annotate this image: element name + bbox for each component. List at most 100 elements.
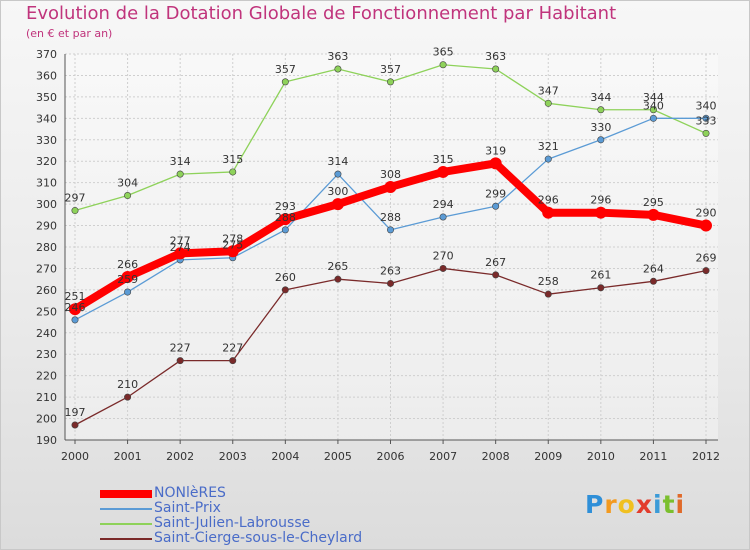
- legend-label: Saint-Cierge-sous-le-Cheylard: [154, 530, 363, 546]
- data-point: [71, 316, 79, 324]
- data-point: [649, 277, 657, 285]
- y-tick-label: 320: [36, 155, 57, 168]
- data-point: [544, 99, 552, 107]
- data-label: 304: [117, 177, 138, 190]
- logo-letter: r: [604, 490, 618, 519]
- data-label: 363: [485, 50, 506, 63]
- data-point: [702, 129, 710, 137]
- y-tick-label: 260: [36, 284, 57, 297]
- y-tick-label: 360: [36, 69, 57, 82]
- x-tick-label: 2010: [587, 450, 615, 463]
- data-point: [597, 284, 605, 292]
- legend-label: Saint-Julien-Labrousse: [154, 515, 311, 531]
- data-label: 321: [538, 140, 559, 153]
- data-label: 270: [433, 249, 454, 262]
- legend-label: Saint-Prix: [154, 500, 221, 516]
- y-tick-label: 190: [36, 434, 57, 447]
- logo-letter: P: [585, 490, 605, 519]
- y-tick-label: 270: [36, 262, 57, 275]
- y-tick-label: 350: [36, 91, 57, 104]
- data-point: [594, 206, 607, 219]
- data-label: 269: [696, 252, 717, 265]
- data-label: 344: [590, 91, 611, 104]
- data-label: 357: [380, 63, 401, 76]
- logo-letter: t: [662, 490, 676, 519]
- x-tick-label: 2009: [534, 450, 562, 463]
- data-point: [647, 208, 660, 221]
- legend-swatch: [100, 490, 152, 498]
- y-tick-label: 220: [36, 370, 57, 383]
- legend-swatch: [100, 523, 152, 525]
- data-point: [331, 198, 344, 211]
- data-point: [334, 170, 342, 178]
- chart-title: Evolution de la Dotation Globale de Fonc…: [26, 3, 617, 24]
- data-label: 290: [696, 207, 717, 220]
- data-label: 260: [275, 271, 296, 284]
- data-point: [384, 180, 397, 193]
- data-point: [176, 357, 184, 365]
- data-label: 365: [433, 46, 454, 59]
- data-point: [386, 226, 394, 234]
- data-point: [492, 202, 500, 210]
- x-tick-label: 2004: [271, 450, 299, 463]
- data-label: 333: [696, 114, 717, 127]
- data-label: 263: [380, 264, 401, 277]
- x-tick-label: 2001: [114, 450, 142, 463]
- logo-letter: o: [617, 490, 636, 519]
- data-point: [334, 275, 342, 283]
- data-label: 197: [65, 406, 86, 419]
- data-point: [281, 226, 289, 234]
- proxiti-logo: Proxiti: [585, 490, 685, 519]
- data-point: [492, 65, 500, 73]
- x-tick-label: 2006: [377, 450, 405, 463]
- data-label: 295: [643, 196, 664, 209]
- data-point: [439, 264, 447, 272]
- legend-label: NONlèRES: [154, 485, 226, 501]
- data-label: 288: [275, 211, 296, 224]
- data-label: 267: [485, 256, 506, 269]
- grid: [65, 53, 718, 441]
- data-label: 288: [380, 211, 401, 224]
- data-label: 261: [590, 269, 611, 282]
- data-label: 275: [222, 239, 243, 252]
- data-labels: 251 266 277 278 293 300 308 315 319 296 296 295 290 2…: [65, 46, 717, 419]
- x-tick-label: 2003: [219, 450, 247, 463]
- y-tick-label: 300: [36, 198, 57, 211]
- data-point: [439, 61, 447, 69]
- data-point: [702, 267, 710, 275]
- axes: 190 200 210 220 230 240 250 260 270 280 290 300 310 3…: [36, 48, 720, 463]
- series-lines: [69, 61, 712, 429]
- data-label: 294: [433, 198, 454, 211]
- data-point: [176, 170, 184, 178]
- data-point: [174, 247, 187, 260]
- data-label: 251: [65, 290, 86, 303]
- data-point: [597, 136, 605, 144]
- data-point: [542, 206, 555, 219]
- data-label: 266: [117, 258, 138, 271]
- data-point: [544, 290, 552, 298]
- data-label: 296: [590, 194, 611, 207]
- data-label: 264: [643, 262, 664, 275]
- data-label: 277: [170, 234, 191, 247]
- data-point: [229, 168, 237, 176]
- data-point: [597, 106, 605, 114]
- x-tick-label: 2012: [692, 450, 720, 463]
- data-label: 300: [327, 185, 348, 198]
- y-tick-label: 240: [36, 327, 57, 340]
- data-point: [492, 271, 500, 279]
- data-label: 315: [433, 153, 454, 166]
- data-label: 299: [485, 187, 506, 200]
- data-label: 246: [65, 301, 86, 314]
- legend-swatch: [100, 508, 152, 510]
- data-point: [281, 78, 289, 86]
- data-label: 330: [590, 121, 611, 134]
- data-label: 265: [327, 260, 348, 273]
- data-point: [437, 165, 450, 178]
- legend-swatch: [100, 538, 152, 540]
- data-label: 278: [222, 232, 243, 245]
- x-tick-label: 2000: [61, 450, 89, 463]
- data-label: 258: [538, 275, 559, 288]
- x-tick-label: 2007: [429, 450, 457, 463]
- data-label: 227: [222, 342, 243, 355]
- data-label: 210: [117, 378, 138, 391]
